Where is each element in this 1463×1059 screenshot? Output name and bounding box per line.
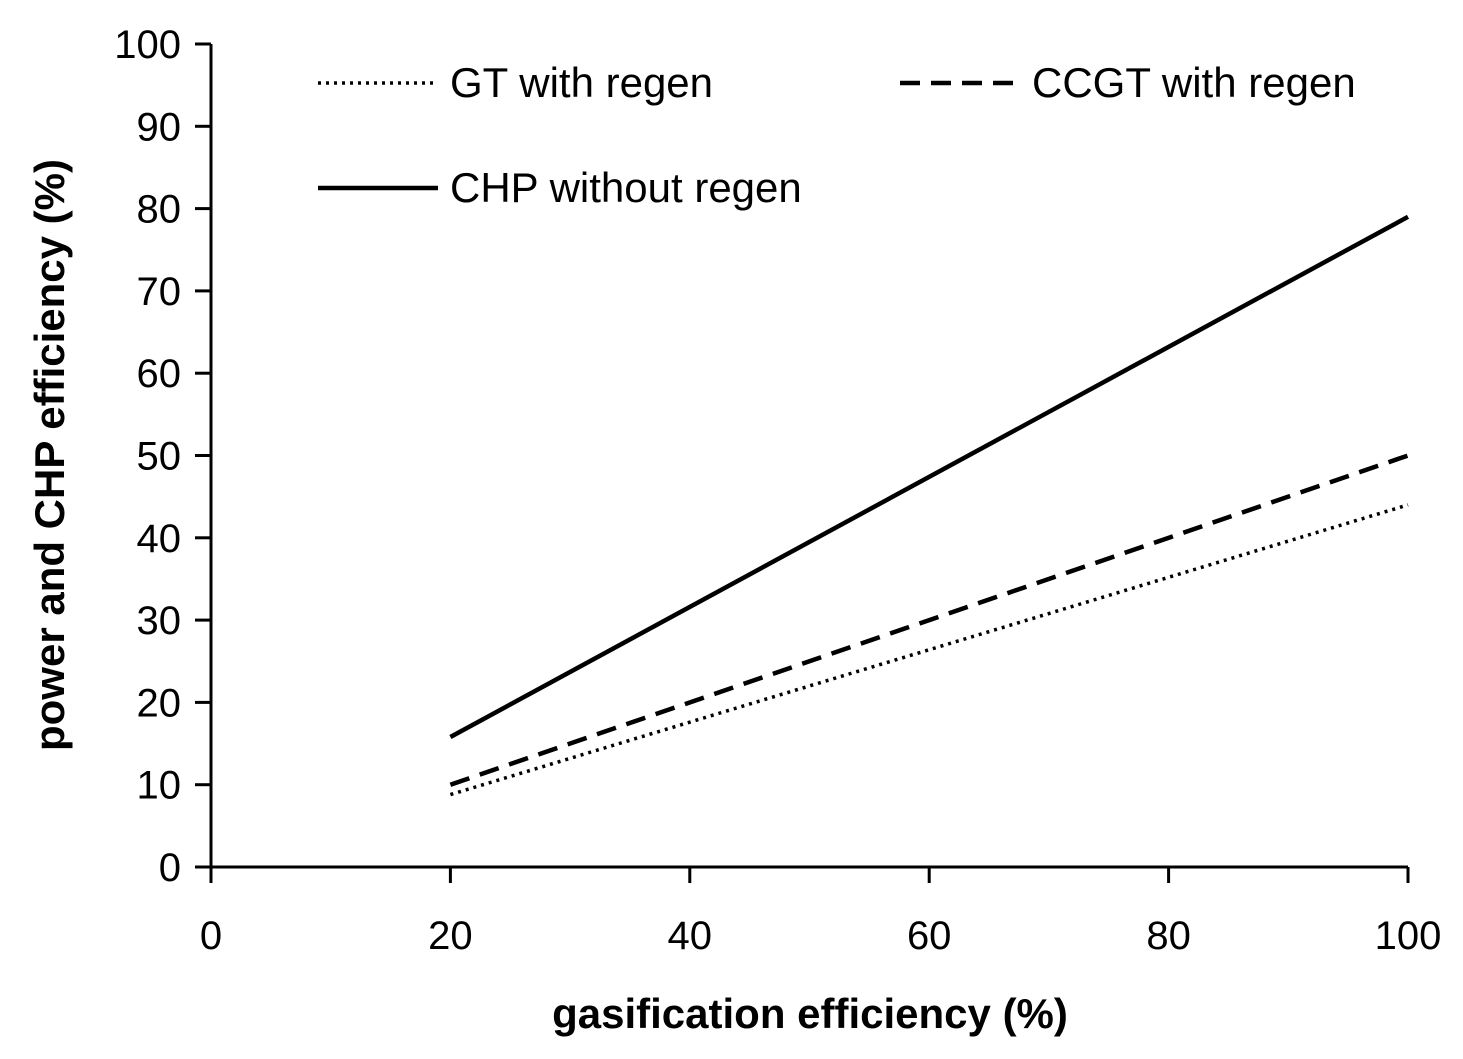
series-line-dotted: [449, 503, 1409, 797]
x-tick-label: 20: [428, 914, 473, 958]
series-line-dashed: [449, 453, 1409, 787]
x-tick-label: 0: [200, 914, 222, 958]
y-tick-label: 10: [137, 764, 182, 808]
y-tick-label: 0: [159, 846, 181, 890]
y-tick-label: 50: [137, 435, 182, 479]
x-tick-label: 100: [1375, 914, 1442, 958]
legend-label: GT with regen: [450, 59, 713, 106]
x-tick-label: 80: [1146, 914, 1191, 958]
y-tick-label: 90: [137, 105, 182, 149]
series-line-solid: [449, 214, 1410, 739]
y-tick-label: 60: [137, 352, 182, 396]
y-tick-label: 70: [137, 270, 182, 314]
series-layer: [449, 214, 1410, 797]
axes: 0 10 20 30 40 50 60 70 80 90 100 0 20 40 60 80 100: [114, 23, 1441, 958]
legend-label: CHP without regen: [450, 164, 802, 211]
y-tick-label: 100: [114, 23, 181, 67]
legend-label: CCGT with regen: [1032, 59, 1356, 106]
y-tick-label: 30: [137, 599, 182, 643]
y-tick-label: 20: [137, 681, 182, 725]
y-tick-label: 40: [137, 517, 182, 561]
y-axis-title: power and CHP efficiency (%): [26, 159, 73, 751]
legend: GT with regen CCGT with regen CHP without …: [318, 59, 1356, 211]
x-tick-label: 40: [668, 914, 713, 958]
x-tick-label: 60: [907, 914, 952, 958]
y-tick-label: 80: [137, 188, 182, 232]
x-axis-title: gasification efficiency (%): [552, 990, 1068, 1037]
